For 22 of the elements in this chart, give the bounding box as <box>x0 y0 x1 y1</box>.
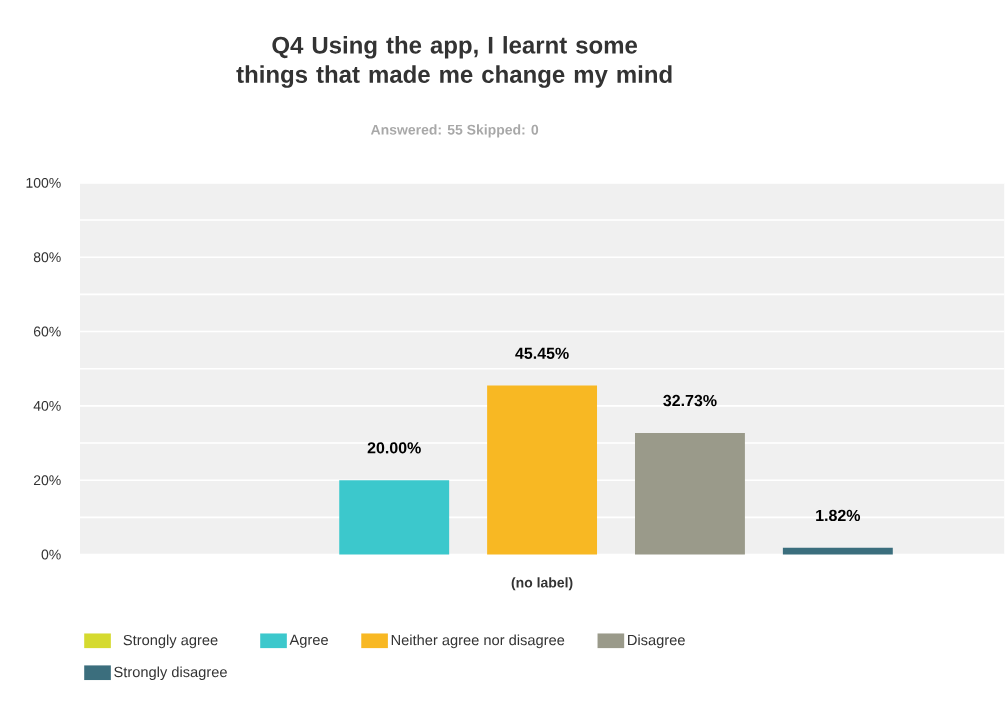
legend-label: Strongly agree <box>123 634 218 648</box>
bar <box>782 547 893 555</box>
y-tick-label: 40% <box>33 400 61 411</box>
data-label: 1.82% <box>816 509 861 521</box>
bar <box>635 432 745 555</box>
y-tick-label: 0% <box>41 549 61 560</box>
data-label: 45.45% <box>515 347 569 359</box>
y-tick-label: 20% <box>33 475 61 485</box>
data-label: 32.73% <box>663 394 717 407</box>
legend-label: Neither agree nor disagree <box>391 634 565 648</box>
legend-label: Disagree <box>628 634 685 648</box>
bar <box>487 385 598 555</box>
y-tick-label: 100% <box>26 177 61 188</box>
chart-subtitle: Answered: 55 Skipped: 0 <box>370 124 539 138</box>
x-tick-label: (no label) <box>511 577 573 591</box>
chart-title: Q4 Using the app, I learnt some things that made me change my mind <box>236 35 672 88</box>
legend-label: Agree <box>289 634 328 648</box>
data-label: 20.00% <box>367 442 421 454</box>
legend-label: Strongly disagree <box>114 666 227 680</box>
y-tick-label: 60% <box>33 326 61 337</box>
bar <box>339 480 450 555</box>
y-tick-label: 80% <box>33 252 61 262</box>
